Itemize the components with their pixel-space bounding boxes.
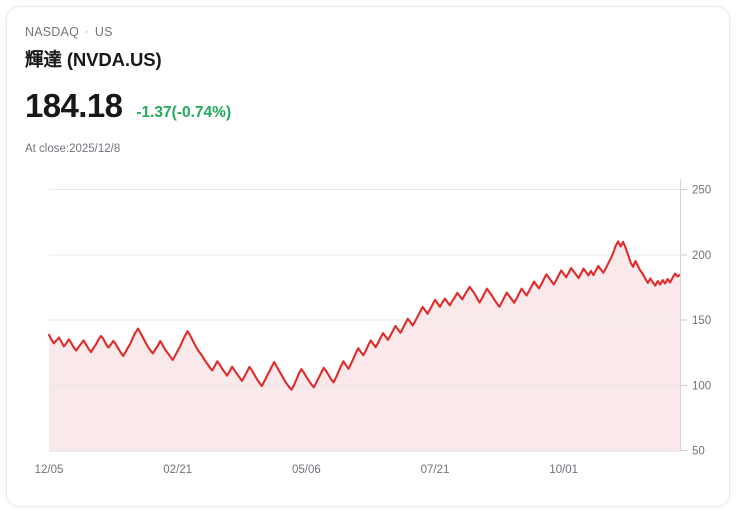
y-axis-tick-label: 50	[692, 446, 705, 458]
series-line	[47, 240, 682, 391]
separator-dot: ·	[85, 26, 89, 38]
x-axis-tick-label: 05/06	[292, 464, 321, 476]
axis-group	[680, 179, 687, 452]
price-change: -1.37(-0.74%)	[136, 104, 232, 121]
x-axis-tick-label: 07/21	[421, 464, 450, 476]
x-axis-tick-label: 02/21	[163, 464, 192, 476]
exchange-region-row: NASDAQ · US	[25, 25, 113, 39]
x-axis-tick-label: 12/05	[35, 464, 64, 476]
chart-canvas[interactable]: 250 200 150 100 50 12/05 02/21 05/06 07/21 10/01	[7, 162, 730, 507]
stock-quote-card: NASDAQ · US 輝達 (NVDA.US) 184.18 -1.37(-0…	[6, 6, 730, 507]
series-line-group	[47, 240, 682, 391]
y-axis-tick-label: 200	[692, 250, 711, 262]
region-label: US	[94, 25, 113, 39]
exchange-name: NASDAQ	[25, 25, 79, 39]
price-chart[interactable]: 250 200 150 100 50 12/05 02/21 05/06 07/21 10/01	[7, 162, 730, 507]
y-axis-tick-label: 100	[692, 380, 711, 392]
area-fill-group	[49, 241, 680, 452]
y-axis-tick-label: 250	[692, 185, 711, 197]
last-price: 184.18	[25, 87, 123, 124]
as-of-timestamp: At close:2025/12/8	[25, 143, 121, 155]
page-title: 輝達 (NVDA.US)	[25, 49, 162, 70]
y-axis-labels: 250 200 150 100 50	[692, 185, 711, 458]
x-axis-tick-label: 10/01	[549, 464, 578, 476]
gridlines-group	[49, 189, 680, 451]
x-axis-labels: 12/05 02/21 05/06 07/21 10/01	[35, 464, 578, 476]
area-fill	[49, 241, 680, 452]
price-row: 184.18 -1.37(-0.74%)	[25, 87, 231, 125]
y-axis-tick-label: 150	[692, 315, 711, 327]
